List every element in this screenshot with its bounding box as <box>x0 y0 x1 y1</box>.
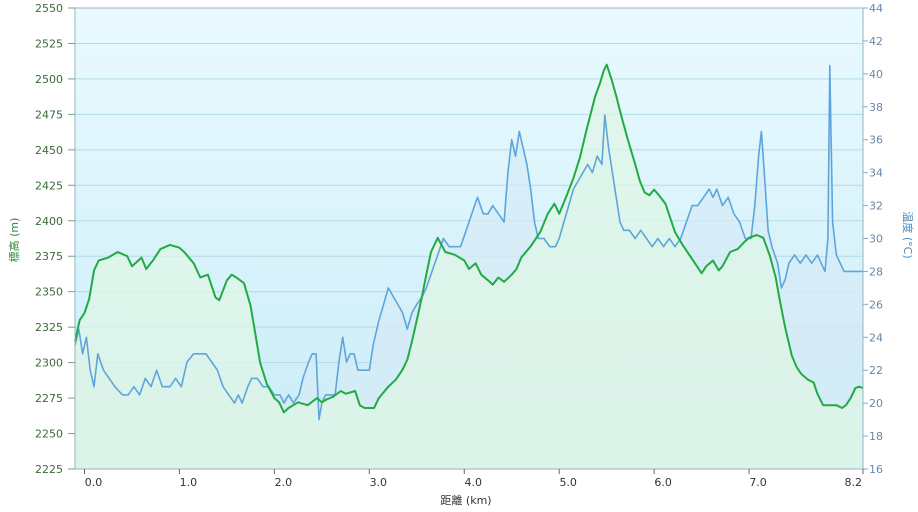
right-axis-ticks: 16 18 20 22 24 26 28 30 32 34 36 38 40 42 44 <box>863 2 883 476</box>
y-tick-label-11: 2500 <box>35 73 63 86</box>
y-tick-label-8: 2425 <box>35 179 63 192</box>
y2-tick-label-2: 20 <box>869 397 883 410</box>
x-tick-label-7: 7.0 <box>749 476 767 489</box>
y2-tick-label-7: 30 <box>869 233 883 246</box>
y2-tick-label-14: 44 <box>869 2 883 15</box>
y-tick-label-9: 2450 <box>35 144 63 157</box>
x-axis-ticks: 0.0 1.0 2.0 3.0 4.0 5.0 6.0 7.0 8.2 <box>83 469 864 489</box>
left-axis-ticks: 2225 2250 2275 2300 2325 2350 2375 2400 2425 2450… <box>35 2 75 476</box>
y-tick-label-6: 2375 <box>35 250 63 263</box>
y2-tick-label-4: 24 <box>869 331 883 344</box>
y2-tick-label-3: 22 <box>869 364 883 377</box>
y-axis-title: 標高 (m) <box>7 218 21 263</box>
y2-tick-label-8: 32 <box>869 200 883 213</box>
x-axis-title: 距離 (km) <box>440 493 491 507</box>
x-tick-label-0: 0.0 <box>85 476 103 489</box>
y-tick-label-10: 2475 <box>35 108 63 121</box>
y2-axis-title: 温度 (°C) <box>901 211 915 258</box>
x-tick-label-5: 5.0 <box>559 476 577 489</box>
y-tick-label-0: 2225 <box>35 463 63 476</box>
series-lines <box>74 63 864 421</box>
y2-tick-label-0: 16 <box>869 463 883 476</box>
y-tick-label-2: 2275 <box>35 392 63 405</box>
y2-tick-label-10: 36 <box>869 134 883 147</box>
x-tick-label-3: 3.0 <box>370 476 388 489</box>
y2-tick-label-13: 42 <box>869 35 883 48</box>
y2-tick-label-5: 26 <box>869 298 883 311</box>
y-tick-label-4: 2325 <box>35 321 63 334</box>
x-tick-label-4: 4.0 <box>465 476 483 489</box>
x-tick-label-8: 8.2 <box>845 476 863 489</box>
y-tick-label-3: 2300 <box>35 357 63 370</box>
y-tick-label-13: 2550 <box>35 2 63 15</box>
series-line-0 <box>74 63 864 414</box>
y-tick-label-1: 2250 <box>35 428 63 441</box>
y2-tick-label-9: 34 <box>869 167 883 180</box>
y2-tick-label-11: 38 <box>869 101 883 114</box>
series-line-1 <box>74 64 863 421</box>
y2-tick-label-1: 18 <box>869 430 883 443</box>
x-tick-label-1: 1.0 <box>180 476 198 489</box>
y-tick-label-5: 2350 <box>35 286 63 299</box>
y2-tick-label-12: 40 <box>869 68 883 81</box>
series-fill-0 <box>75 64 863 469</box>
y-tick-label-7: 2400 <box>35 215 63 228</box>
y2-tick-label-6: 28 <box>869 265 883 278</box>
x-tick-label-6: 6.0 <box>654 476 672 489</box>
x-tick-label-2: 2.0 <box>275 476 293 489</box>
y-tick-label-12: 2525 <box>35 37 63 50</box>
